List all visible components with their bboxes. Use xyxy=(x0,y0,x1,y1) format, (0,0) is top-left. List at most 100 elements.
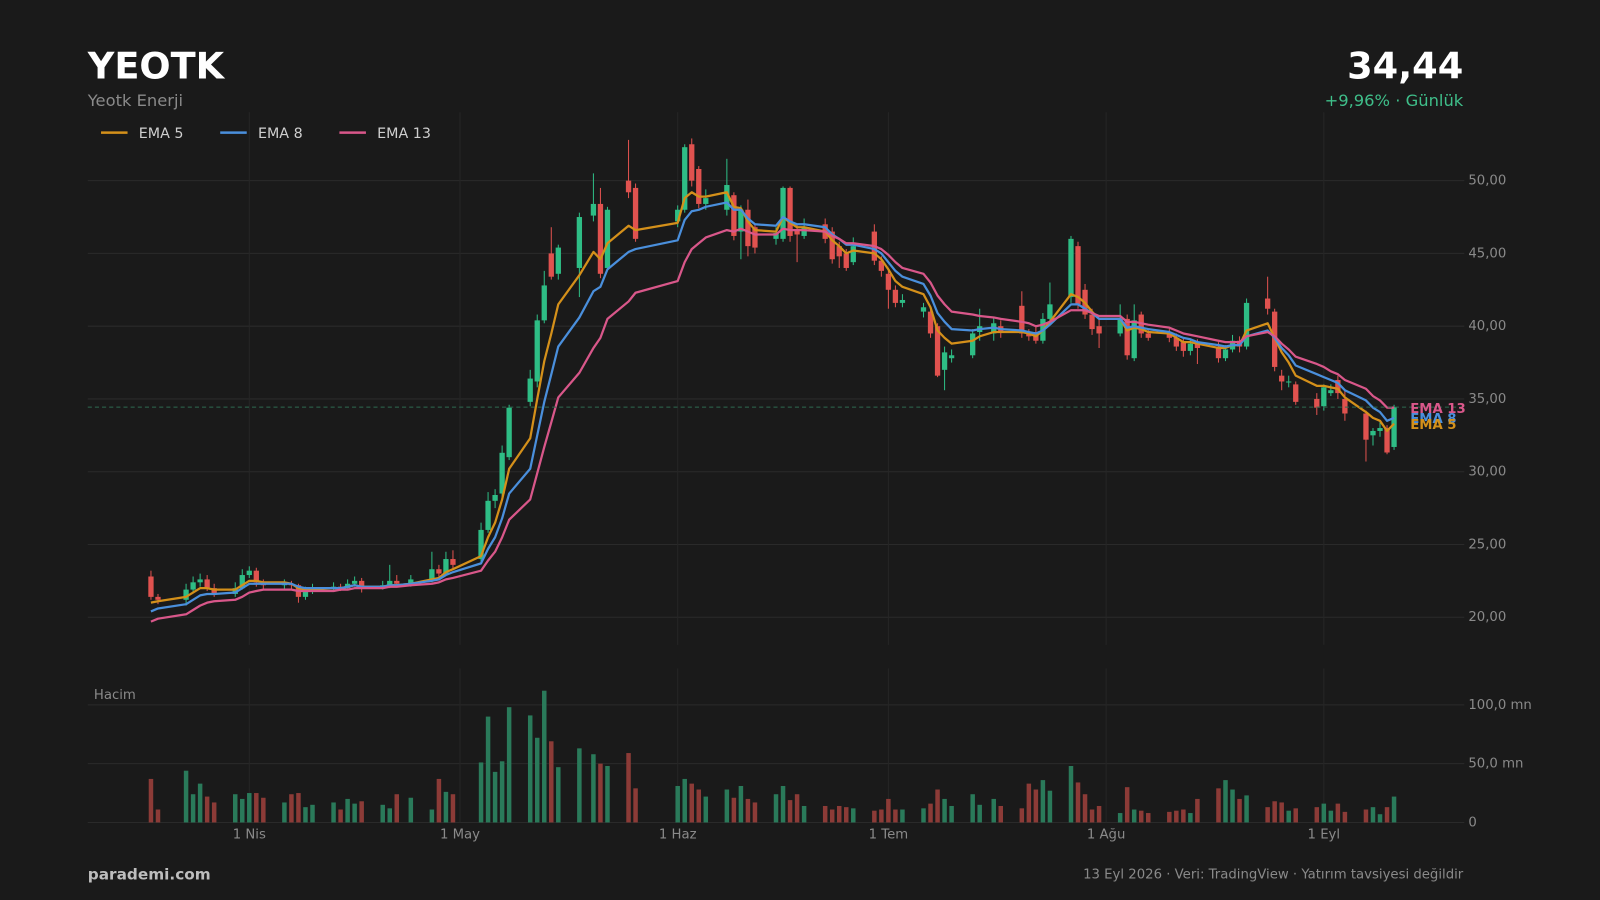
candle-body xyxy=(492,494,498,501)
footer-note: 13 Eyl 2026 · Veri: TradingView · Yatırı… xyxy=(1083,868,1464,883)
volume-bar xyxy=(893,809,898,823)
volume-bar xyxy=(1216,788,1221,823)
candle-body xyxy=(1328,390,1334,394)
volume-bar xyxy=(1181,809,1186,823)
candle-body xyxy=(443,559,449,574)
volume-bar xyxy=(183,770,189,823)
candle-body xyxy=(703,198,709,204)
candle-body xyxy=(1279,375,1285,382)
candle-body xyxy=(1335,380,1341,394)
volume-tick-label: 0 xyxy=(1468,815,1476,830)
candle-body xyxy=(1019,305,1025,334)
volume-bar xyxy=(282,802,287,823)
volume-bar xyxy=(921,808,926,823)
candle-body xyxy=(197,579,203,583)
volume-bar xyxy=(1237,798,1242,823)
y-tick-label: 30,00 xyxy=(1468,465,1506,480)
volume-bar xyxy=(1342,811,1348,823)
volume-bar xyxy=(787,800,793,823)
volume-bar xyxy=(872,810,877,823)
candle-body xyxy=(204,579,210,589)
candle-body xyxy=(1117,318,1123,334)
volume-bar xyxy=(1096,805,1102,823)
volume-bar xyxy=(254,793,259,823)
volume-bar xyxy=(345,798,350,823)
volume-bar xyxy=(1321,803,1327,823)
legend-label: EMA 13 xyxy=(377,126,431,142)
candle-body xyxy=(351,580,358,584)
volume-bar xyxy=(801,805,807,823)
candle-body xyxy=(829,231,835,260)
volume-bar xyxy=(822,805,828,823)
candle-body xyxy=(1089,314,1095,330)
candle-body xyxy=(1293,384,1299,402)
candle-body xyxy=(239,575,245,589)
candle-body xyxy=(801,227,807,236)
candle-body xyxy=(850,246,856,263)
volume-bar xyxy=(1293,808,1298,823)
candle-body xyxy=(836,246,842,257)
volume-bar xyxy=(633,788,638,823)
volume-bar xyxy=(296,793,301,823)
volume-bar xyxy=(1117,813,1123,823)
legend-label: EMA 8 xyxy=(258,126,303,142)
volume-bar xyxy=(577,748,582,823)
volume-bar xyxy=(1328,810,1334,823)
volume-bar xyxy=(1223,780,1228,823)
candle-body xyxy=(1243,302,1250,347)
candle-body xyxy=(190,582,196,590)
volume-bar xyxy=(1314,807,1320,823)
volume-bar xyxy=(752,802,758,823)
volume-bar xyxy=(359,801,364,823)
candle-body xyxy=(576,217,583,268)
volume-bar xyxy=(1370,807,1376,823)
candle-body xyxy=(948,355,955,359)
candle-body xyxy=(527,378,533,402)
candle-body xyxy=(885,273,892,290)
candle-body xyxy=(1384,428,1390,453)
candle-body xyxy=(1068,238,1074,298)
y-tick-label: 45,00 xyxy=(1468,246,1506,261)
volume-bar xyxy=(949,805,954,823)
candle-body xyxy=(499,452,505,494)
x-tick-label: 1 Haz xyxy=(659,828,697,843)
candle-body xyxy=(738,209,744,232)
volume-bar xyxy=(240,798,245,823)
volume-bar xyxy=(682,778,687,823)
volume-bar xyxy=(780,785,786,823)
volume-bar xyxy=(738,785,744,823)
candle-body xyxy=(878,260,885,271)
volume-bar xyxy=(1188,813,1193,823)
volume-bar xyxy=(1047,790,1053,823)
x-tick-label: 1 May xyxy=(440,828,480,843)
last-price: 34,44 xyxy=(1347,45,1463,88)
candle-body xyxy=(934,326,941,376)
volume-tick-label: 100,0 mn xyxy=(1468,698,1531,713)
volume-bar xyxy=(232,794,238,823)
candle-body xyxy=(1047,304,1053,319)
volume-bar xyxy=(605,765,610,823)
volume-bar xyxy=(429,809,435,823)
candle-body xyxy=(394,580,400,584)
volume-bar xyxy=(527,715,533,823)
volume-bar xyxy=(626,753,631,823)
candle-body xyxy=(1131,320,1137,359)
volume-bar xyxy=(829,809,835,823)
volume-bar xyxy=(394,794,400,823)
volume-bar xyxy=(731,797,737,823)
volume-bar xyxy=(352,803,357,823)
candle-body xyxy=(752,227,758,248)
candle-body xyxy=(920,307,927,312)
candle-body xyxy=(597,203,604,274)
candle-body xyxy=(478,529,484,560)
volume-bar xyxy=(408,797,414,823)
candle-body xyxy=(302,591,309,597)
candle-body xyxy=(148,576,154,597)
candle-body xyxy=(1222,349,1229,359)
volume-bar xyxy=(598,763,603,823)
candle-body xyxy=(1370,430,1376,436)
legend-label: EMA 5 xyxy=(139,126,184,142)
candle-body xyxy=(253,570,259,583)
candle-body xyxy=(1377,428,1383,431)
